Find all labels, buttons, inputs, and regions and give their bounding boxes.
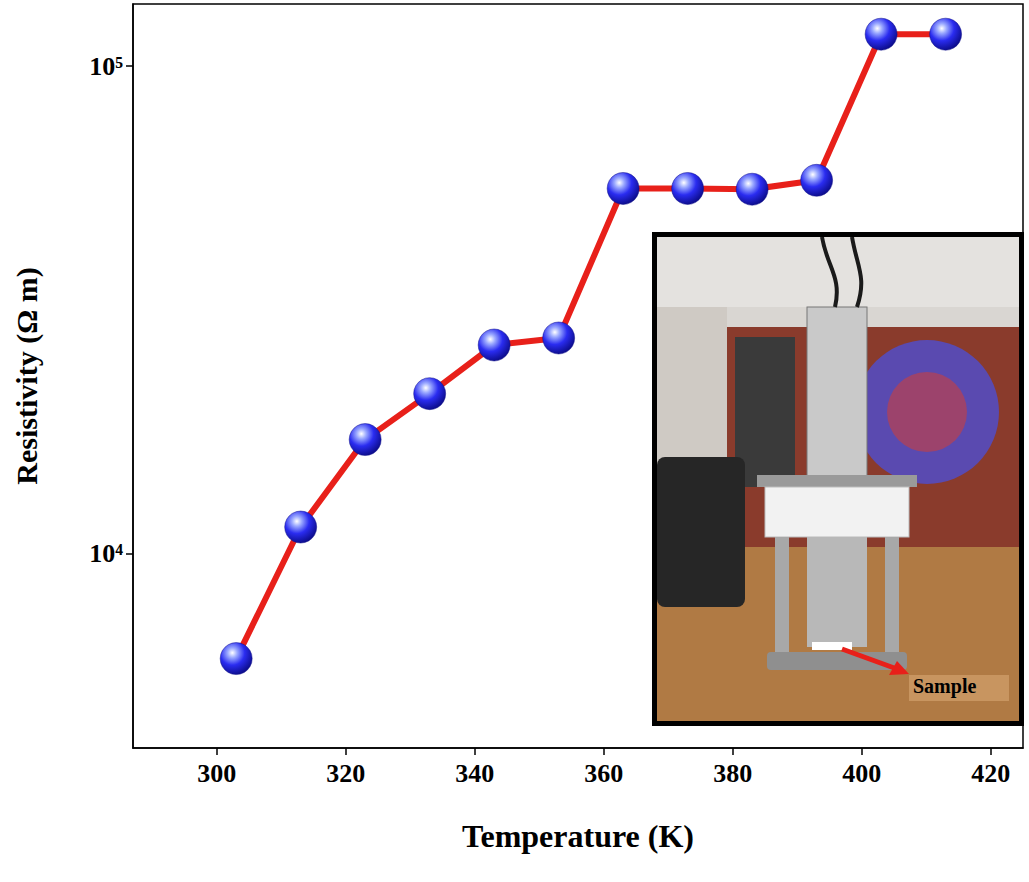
- svg-text:Temperature (K): Temperature (K): [462, 818, 694, 854]
- svg-text:320: 320: [326, 759, 365, 788]
- svg-text:Sample: Sample: [913, 675, 976, 698]
- svg-text:420: 420: [971, 759, 1010, 788]
- svg-text:Resistivity (Ω m): Resistivity (Ω m): [10, 267, 44, 484]
- svg-text:10⁴: 10⁴: [89, 539, 123, 568]
- svg-text:360: 360: [584, 759, 623, 788]
- svg-text:380: 380: [713, 759, 752, 788]
- svg-text:400: 400: [842, 759, 881, 788]
- svg-text:300: 300: [197, 759, 236, 788]
- svg-text:10⁵: 10⁵: [89, 52, 123, 81]
- svg-text:340: 340: [455, 759, 494, 788]
